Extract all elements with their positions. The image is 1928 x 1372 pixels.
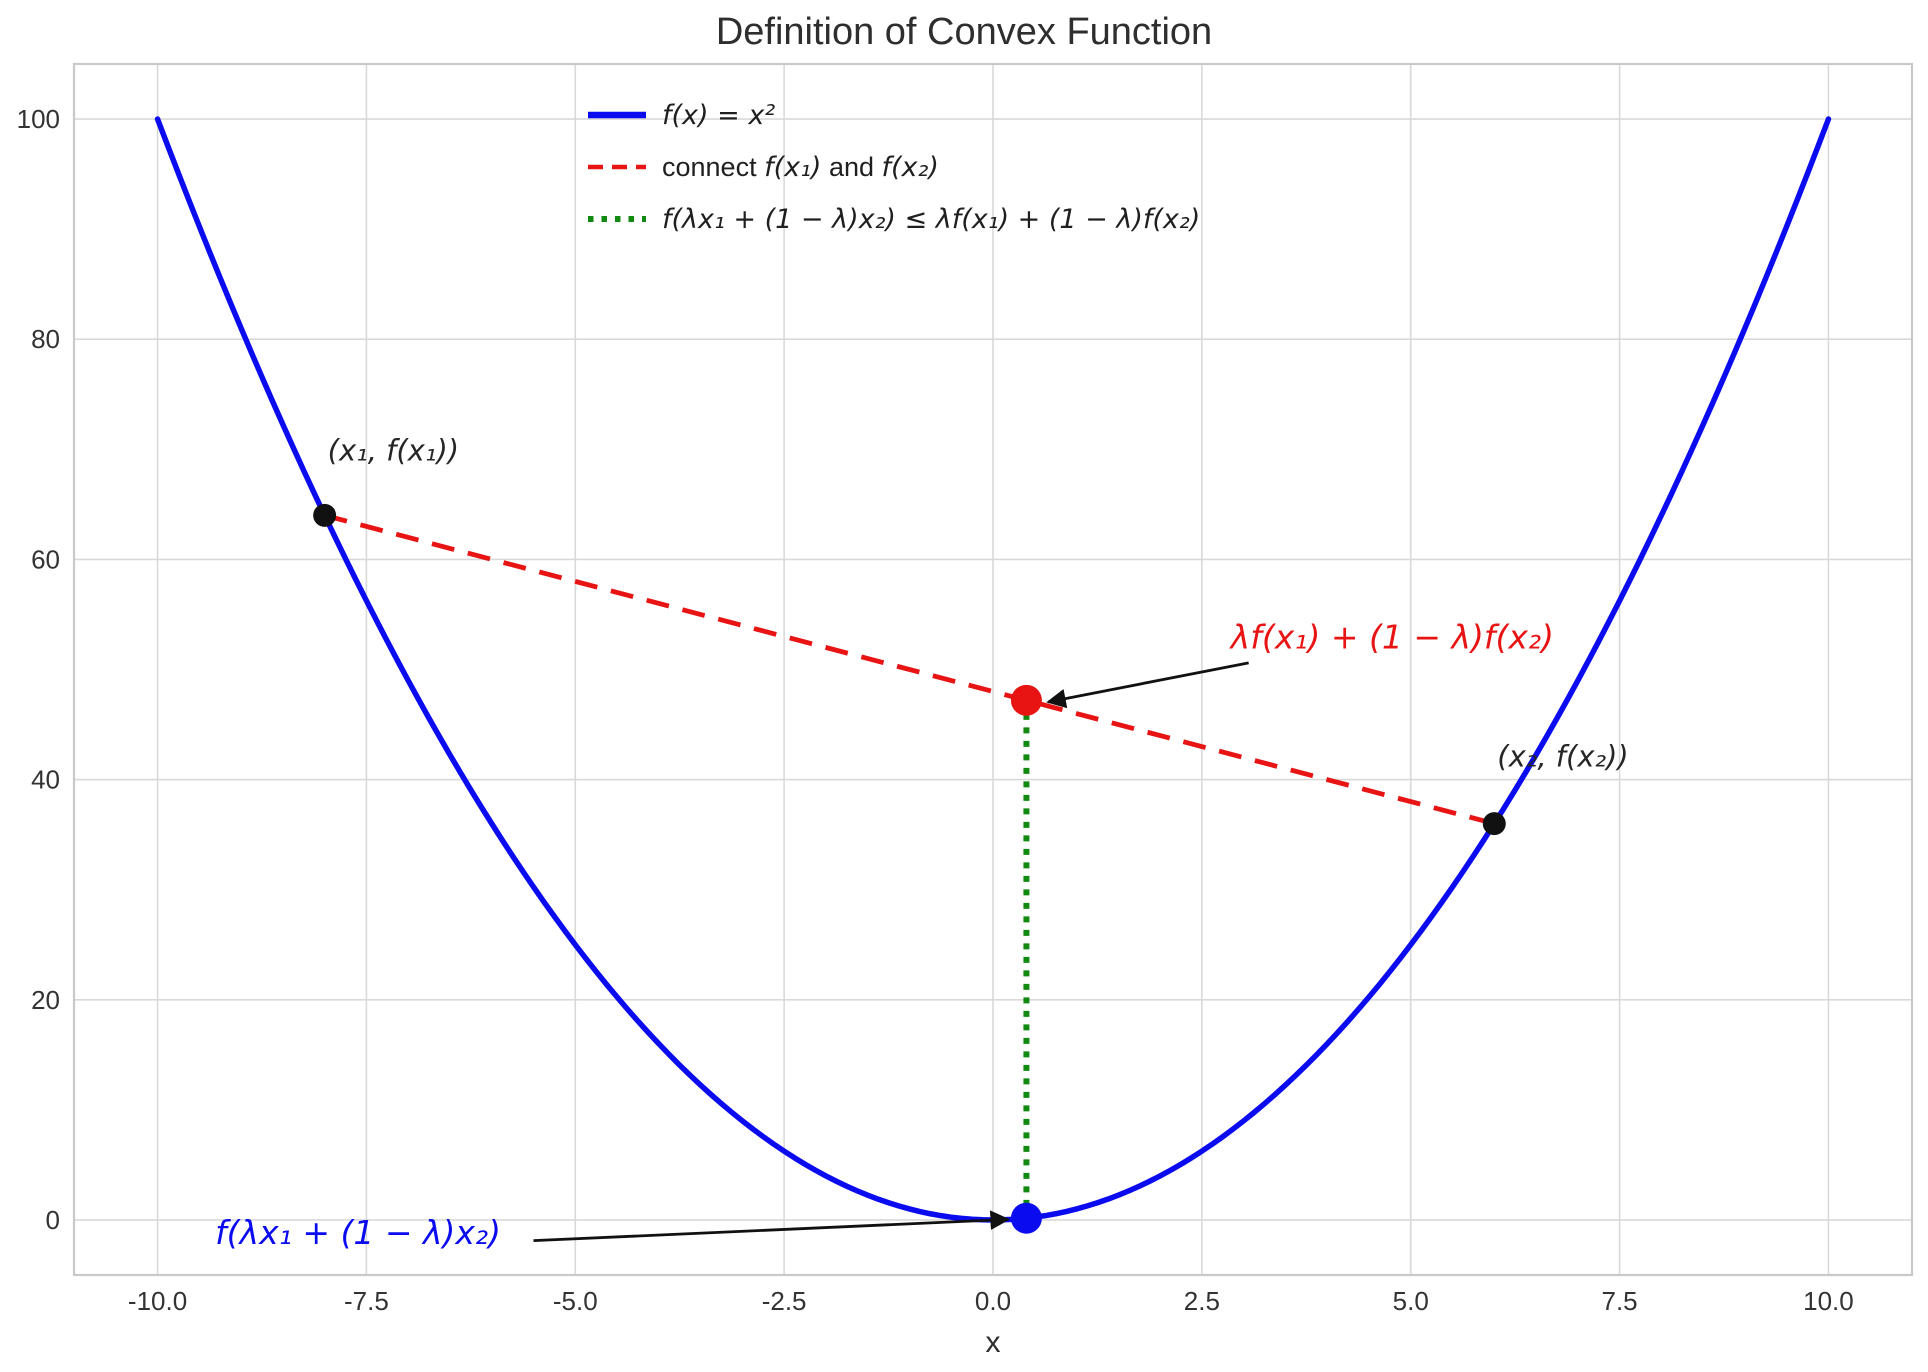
y-axis-label: f(x) xyxy=(0,624,1,676)
chart-title: Definition of Convex Function xyxy=(716,11,1212,53)
legend-label: f(λx₁ + (1 − λ)x₂) ≤ λf(x₁) + (1 − λ)f(x… xyxy=(662,204,1200,235)
y-tick-label: 40 xyxy=(31,765,60,795)
plot-frame xyxy=(72,62,1914,1277)
point-label: (x₂, f(x₂)) xyxy=(1497,740,1628,774)
point-function-value xyxy=(1010,1202,1042,1234)
series-chord-line xyxy=(324,513,1495,826)
chart-layers: -10.0 -7.5 -5.0 -2.5 0.0 2.5 5.0 7.5 10.0 0 20 40 60… xyxy=(17,62,1914,1316)
x-tick-label: 5.0 xyxy=(1393,1286,1429,1316)
legend-label: f(x) = x² xyxy=(662,100,775,131)
point-x1 xyxy=(313,503,337,527)
annotation-arrow xyxy=(533,1210,1010,1243)
y-tick-label: 20 xyxy=(31,985,60,1015)
point-x2 xyxy=(1482,812,1506,836)
y-tick-label: 0 xyxy=(46,1205,60,1235)
x-tick-label: 2.5 xyxy=(1184,1286,1220,1316)
y-tick-label: 100 xyxy=(17,104,60,134)
annotation-text: λf(x₁) + (1 − λ)f(x₂) xyxy=(1229,618,1554,657)
x-tick-label: -2.5 xyxy=(762,1286,807,1316)
x-tick-label: -7.5 xyxy=(344,1286,389,1316)
x-tick-label: 7.5 xyxy=(1602,1286,1638,1316)
x-tick-label: -10.0 xyxy=(128,1286,187,1316)
annotation-text: f(λx₁ + (1 − λ)x₂) xyxy=(215,1213,501,1252)
annotation-arrow xyxy=(1046,661,1249,709)
x-tick-label: -5.0 xyxy=(553,1286,598,1316)
y-tick-label: 60 xyxy=(31,544,60,574)
point-chord-combination xyxy=(1010,684,1042,716)
y-tick-label: 80 xyxy=(31,324,60,354)
x-axis-label: x xyxy=(986,1326,1001,1359)
legend-label: connect f(x₁) and f(x₂) xyxy=(662,152,939,183)
point-label: (x₁, f(x₁)) xyxy=(328,433,459,467)
x-tick-label: 10.0 xyxy=(1803,1286,1854,1316)
x-tick-label: 0.0 xyxy=(975,1286,1011,1316)
